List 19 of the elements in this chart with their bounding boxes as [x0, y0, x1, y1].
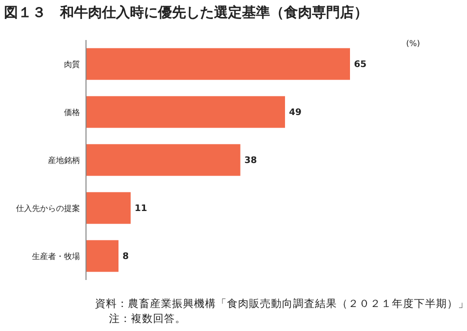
data-label: 49 — [289, 108, 302, 118]
bar — [86, 96, 286, 128]
bar — [86, 192, 131, 224]
y-tick-label: 仕入先からの提案 — [16, 204, 80, 213]
text: (%) — [406, 39, 420, 48]
y-tick-label: 価格 — [64, 108, 80, 117]
text: 資料：農畜産業振興機構「食肉販売動向調査結果（２０２１年度下半期）」 — [95, 297, 467, 310]
y-tick-label: 生産者・牧場 — [32, 252, 80, 261]
chart-title: 図１３ 和牛肉仕入時に優先した選定基準（食肉専門店） — [4, 4, 368, 21]
text: 注：複数回答。 — [109, 312, 186, 325]
data-label: 38 — [244, 156, 257, 166]
bar — [86, 48, 350, 80]
y-tick-label: 産地銘柄 — [48, 156, 80, 165]
bar — [86, 240, 118, 272]
data-label: 65 — [354, 60, 367, 70]
bar — [86, 144, 240, 176]
y-tick-label: 肉質 — [64, 60, 80, 69]
data-label: 11 — [134, 204, 148, 214]
data-label: 8 — [122, 252, 129, 262]
